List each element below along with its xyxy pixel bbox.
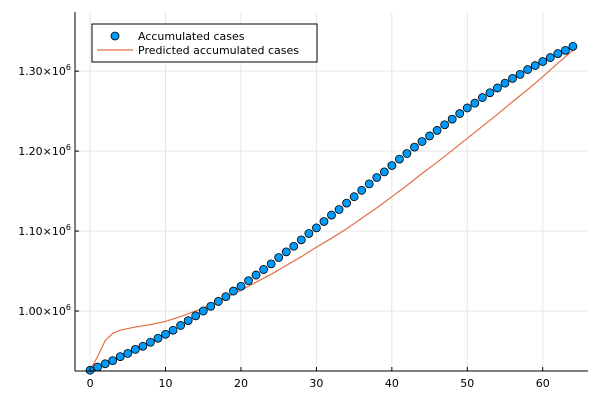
series-line-predicted-accumulated-cases bbox=[89, 49, 574, 371]
data-point-accumulated-cases bbox=[138, 341, 148, 351]
x-tick-label: 50 bbox=[460, 377, 474, 390]
data-point-accumulated-cases bbox=[296, 235, 306, 245]
data-point-accumulated-cases bbox=[387, 161, 397, 170]
legend-label-accumulated-cases: Accumulated cases bbox=[138, 30, 245, 43]
data-point-accumulated-cases bbox=[455, 109, 465, 118]
legend-label-predicted-accumulated-cases: Predicted accumulated cases bbox=[138, 44, 299, 57]
data-point-accumulated-cases bbox=[545, 53, 555, 62]
x-tick-label: 30 bbox=[309, 377, 323, 390]
data-point-accumulated-cases bbox=[266, 259, 276, 269]
data-point-accumulated-cases bbox=[244, 276, 253, 286]
data-point-accumulated-cases bbox=[372, 173, 382, 182]
x-tick-label: 10 bbox=[159, 377, 173, 390]
data-point-accumulated-cases bbox=[327, 210, 336, 220]
y-tick-label: 1.30×106 bbox=[18, 63, 71, 78]
data-point-accumulated-cases bbox=[146, 337, 155, 347]
data-point-accumulated-cases bbox=[462, 103, 472, 113]
data-point-accumulated-cases bbox=[440, 120, 450, 130]
data-point-accumulated-cases bbox=[432, 125, 442, 135]
data-point-accumulated-cases bbox=[560, 45, 570, 55]
data-point-accumulated-cases bbox=[259, 265, 269, 274]
data-point-accumulated-cases bbox=[402, 149, 412, 158]
axes bbox=[74, 12, 588, 372]
data-point-accumulated-cases bbox=[281, 247, 291, 257]
data-point-accumulated-cases bbox=[568, 41, 578, 51]
data-point-accumulated-cases bbox=[213, 297, 223, 306]
data-point-accumulated-cases bbox=[289, 241, 299, 251]
data-point-accumulated-cases bbox=[470, 98, 480, 108]
data-point-accumulated-cases bbox=[493, 83, 502, 93]
data-point-accumulated-cases bbox=[342, 198, 351, 208]
data-point-accumulated-cases bbox=[274, 253, 284, 262]
data-point-accumulated-cases bbox=[115, 352, 125, 362]
data-point-accumulated-cases bbox=[206, 301, 216, 311]
data-point-accumulated-cases bbox=[123, 349, 133, 358]
data-point-accumulated-cases bbox=[198, 306, 208, 316]
x-tick-label: 0 bbox=[87, 377, 94, 390]
plot-area bbox=[85, 41, 578, 375]
data-point-accumulated-cases bbox=[394, 154, 404, 164]
data-point-accumulated-cases bbox=[130, 345, 140, 354]
data-point-accumulated-cases bbox=[153, 333, 163, 343]
data-point-accumulated-cases bbox=[538, 57, 548, 66]
data-point-accumulated-cases bbox=[304, 229, 314, 238]
data-point-accumulated-cases bbox=[191, 311, 201, 321]
x-tick-label: 60 bbox=[536, 377, 550, 390]
data-point-accumulated-cases bbox=[168, 325, 178, 335]
data-point-accumulated-cases bbox=[447, 114, 457, 124]
x-tick-label: 20 bbox=[234, 377, 248, 390]
data-point-accumulated-cases bbox=[523, 65, 533, 74]
data-point-accumulated-cases bbox=[108, 356, 118, 366]
data-point-accumulated-cases bbox=[183, 316, 193, 326]
tick-labels: 0 10 20 30 40 50 60 1.00×106 1.10×106 1.20×106 1.3… bbox=[18, 63, 550, 390]
data-point-accumulated-cases bbox=[312, 223, 321, 233]
data-point-accumulated-cases bbox=[410, 142, 419, 152]
data-point-accumulated-cases bbox=[176, 321, 186, 330]
data-point-accumulated-cases bbox=[349, 192, 359, 202]
data-point-accumulated-cases bbox=[477, 93, 487, 102]
data-point-accumulated-cases bbox=[379, 167, 389, 177]
data-point-accumulated-cases bbox=[236, 281, 246, 291]
data-point-accumulated-cases bbox=[425, 131, 434, 141]
legend: Accumulated cases Predicted accumulated … bbox=[91, 23, 318, 63]
x-tick-label: 40 bbox=[385, 377, 399, 390]
data-point-accumulated-cases bbox=[229, 286, 238, 296]
data-point-accumulated-cases bbox=[357, 185, 367, 195]
data-point-accumulated-cases bbox=[319, 217, 329, 226]
data-point-accumulated-cases bbox=[485, 88, 495, 98]
y-tick-label: 1.00×106 bbox=[18, 303, 71, 318]
grid bbox=[75, 12, 588, 371]
data-point-accumulated-cases bbox=[530, 61, 540, 70]
data-point-accumulated-cases bbox=[161, 329, 170, 339]
y-tick-label: 1.10×106 bbox=[18, 223, 71, 238]
data-point-accumulated-cases bbox=[334, 205, 344, 214]
data-point-accumulated-cases bbox=[100, 359, 110, 369]
legend-marker-accumulated-cases bbox=[110, 31, 120, 41]
data-point-accumulated-cases bbox=[417, 137, 427, 146]
data-point-accumulated-cases bbox=[500, 78, 510, 88]
data-point-accumulated-cases bbox=[553, 49, 563, 58]
legend-box bbox=[91, 23, 318, 63]
data-point-accumulated-cases bbox=[93, 362, 103, 372]
data-point-accumulated-cases bbox=[251, 270, 261, 280]
data-point-accumulated-cases bbox=[364, 179, 374, 189]
data-point-accumulated-cases bbox=[508, 73, 517, 83]
y-tick-label: 1.20×106 bbox=[18, 143, 71, 158]
data-point-accumulated-cases bbox=[515, 69, 525, 79]
data-point-accumulated-cases bbox=[221, 292, 231, 302]
